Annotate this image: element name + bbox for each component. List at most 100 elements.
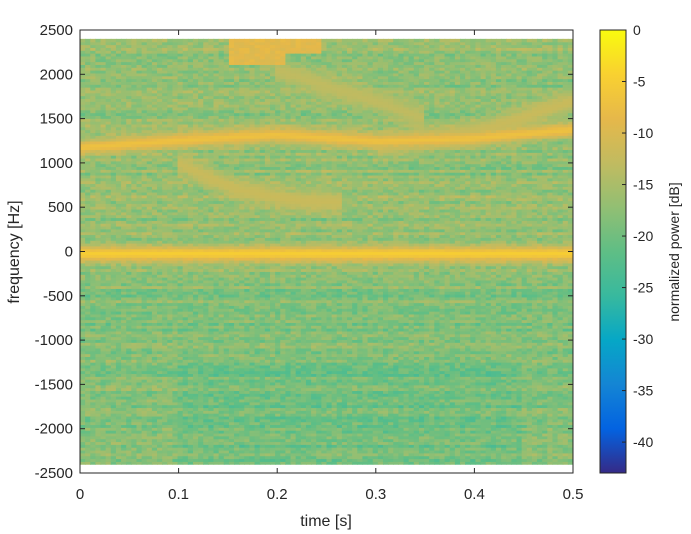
heatmap-cell [136,282,143,287]
heatmap-cell [126,336,132,340]
heatmap-cell [90,396,97,400]
heatmap-cell [121,347,127,352]
heatmap-cell [105,296,112,301]
heatmap-cell [100,50,107,54]
heatmap-cell [177,135,184,139]
heatmap-cell [100,424,107,428]
heatmap-cell [100,112,107,117]
heatmap-cell [131,55,138,60]
heatmap-cell [146,294,153,298]
heatmap-cell [136,381,143,386]
heatmap-cell [172,302,179,306]
heatmap-cell [146,421,153,426]
heatmap-cell [151,251,158,255]
heatmap-cell [172,194,179,199]
heatmap-cell [110,251,117,255]
heatmap-cell [90,189,97,193]
heatmap-cell [136,78,143,82]
heatmap-cell [90,404,97,409]
heatmap-cell [136,458,143,462]
heatmap-cell [105,364,112,369]
heatmap-cell [151,152,158,156]
heatmap-cell [131,427,138,431]
heatmap-cell [126,424,132,428]
heatmap-cell [85,274,91,278]
heatmap-cell [151,373,158,377]
heatmap-cell [126,109,132,114]
heatmap-cell [141,234,148,238]
heatmap-cell [85,359,91,363]
heatmap-cell [90,217,97,221]
heatmap-cell [90,390,97,394]
heatmap-cell [126,435,132,440]
heatmap-cell [182,438,189,443]
heatmap-cell [126,180,132,185]
heatmap-cell [141,373,148,377]
heatmap-cell [90,200,97,204]
heatmap-cell [90,72,97,77]
heatmap-cell [90,191,97,196]
heatmap-cell [167,415,174,420]
heatmap-cell [136,279,143,284]
heatmap-cell [162,220,168,224]
heatmap-cell [151,268,158,272]
heatmap-cell [167,135,174,139]
heatmap-cell [151,47,158,51]
heatmap-cell [80,413,86,417]
heatmap-cell [100,393,107,397]
heatmap-cell [85,208,91,213]
heatmap-cell [136,265,143,270]
heatmap-cell [85,75,91,80]
heatmap-cell [167,441,174,445]
heatmap-cell [131,109,138,114]
heatmap-cell [136,447,143,451]
heatmap-cell [141,296,148,301]
heatmap-cell [157,115,163,119]
heatmap-cell [105,271,112,275]
heatmap-cell [136,149,143,153]
heatmap-cell [172,435,179,440]
heatmap-cell [151,106,158,111]
heatmap-cell [162,245,168,250]
heatmap-cell [157,367,163,372]
heatmap-cell [110,311,117,315]
heatmap-cell [151,186,158,190]
heatmap-cell [121,53,127,57]
heatmap-cell [115,421,122,426]
heatmap-cell [85,248,91,253]
heatmap-cell [162,364,168,369]
heatmap-cell [115,106,122,111]
heatmap-cell [115,322,122,326]
heatmap-cell [90,421,97,426]
heatmap-cell [95,302,102,306]
heatmap-cell [121,183,127,187]
heatmap-cell [136,160,143,165]
heatmap-cell [105,67,112,71]
heatmap-cell [146,418,153,423]
heatmap-cell [95,191,102,196]
heatmap-cell [105,208,112,213]
heatmap-cell [141,367,148,372]
heatmap-cell [136,339,143,343]
heatmap-cell [131,452,138,457]
heatmap-cell [146,211,153,216]
heatmap-cell [146,191,153,196]
heatmap-cell [131,132,138,136]
heatmap-cell [167,72,174,77]
heatmap-cell [131,347,138,352]
heatmap-cell [95,421,102,426]
heatmap-cell [85,200,91,204]
heatmap-cell [115,191,122,196]
heatmap-cell [141,166,148,170]
heatmap-cell [167,262,174,267]
heatmap-cell [90,432,97,437]
heatmap-cell [167,129,174,134]
heatmap-cell [95,407,102,411]
heatmap-cell [141,101,148,105]
heatmap-cell [110,291,117,295]
heatmap-cell [95,410,102,414]
heatmap-cell [110,415,117,420]
heatmap-cell [100,413,107,417]
heatmap-cell [126,350,132,355]
heatmap-cell [90,240,97,244]
